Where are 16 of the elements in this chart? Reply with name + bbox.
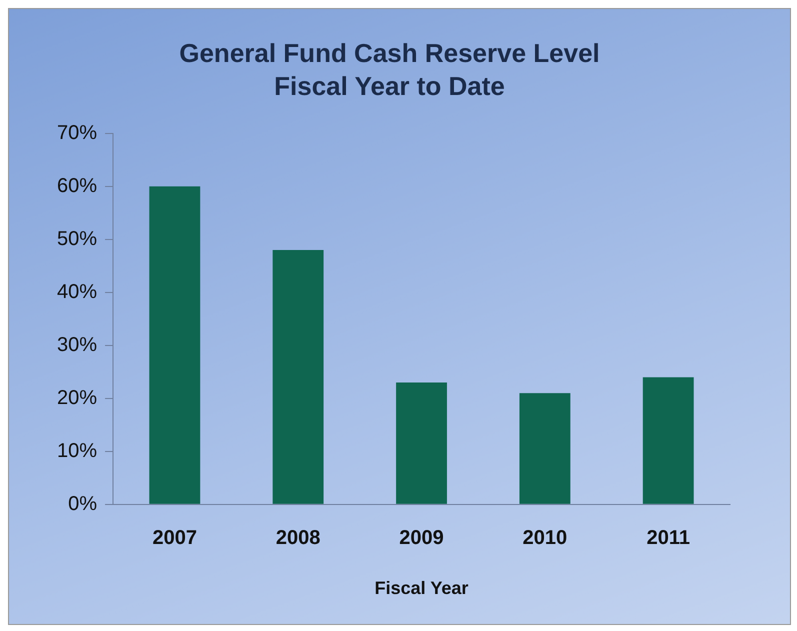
x-tick-label: 2010 xyxy=(522,526,568,549)
y-tick-label: 50% xyxy=(57,228,98,250)
x-tick-label: 2011 xyxy=(646,526,690,549)
x-axis-title: Fiscal Year xyxy=(374,578,468,598)
y-tick-label: 20% xyxy=(57,386,98,409)
y-tick-label: 60% xyxy=(57,174,98,197)
chart-title: General Fund Cash Reserve Level xyxy=(179,38,600,68)
x-tick-label: 2008 xyxy=(276,526,320,549)
y-tick-label: 0% xyxy=(68,492,98,515)
y-tick-label: 30% xyxy=(57,334,98,356)
chart-subtitle: Fiscal Year to Date xyxy=(274,70,505,101)
x-tick-label: 2007 xyxy=(152,526,197,549)
y-tick-label: 10% xyxy=(57,440,98,462)
y-tick-label: 40% xyxy=(57,280,98,303)
x-tick-label: 2009 xyxy=(399,526,444,549)
y-tick-label: 70% xyxy=(57,122,98,144)
